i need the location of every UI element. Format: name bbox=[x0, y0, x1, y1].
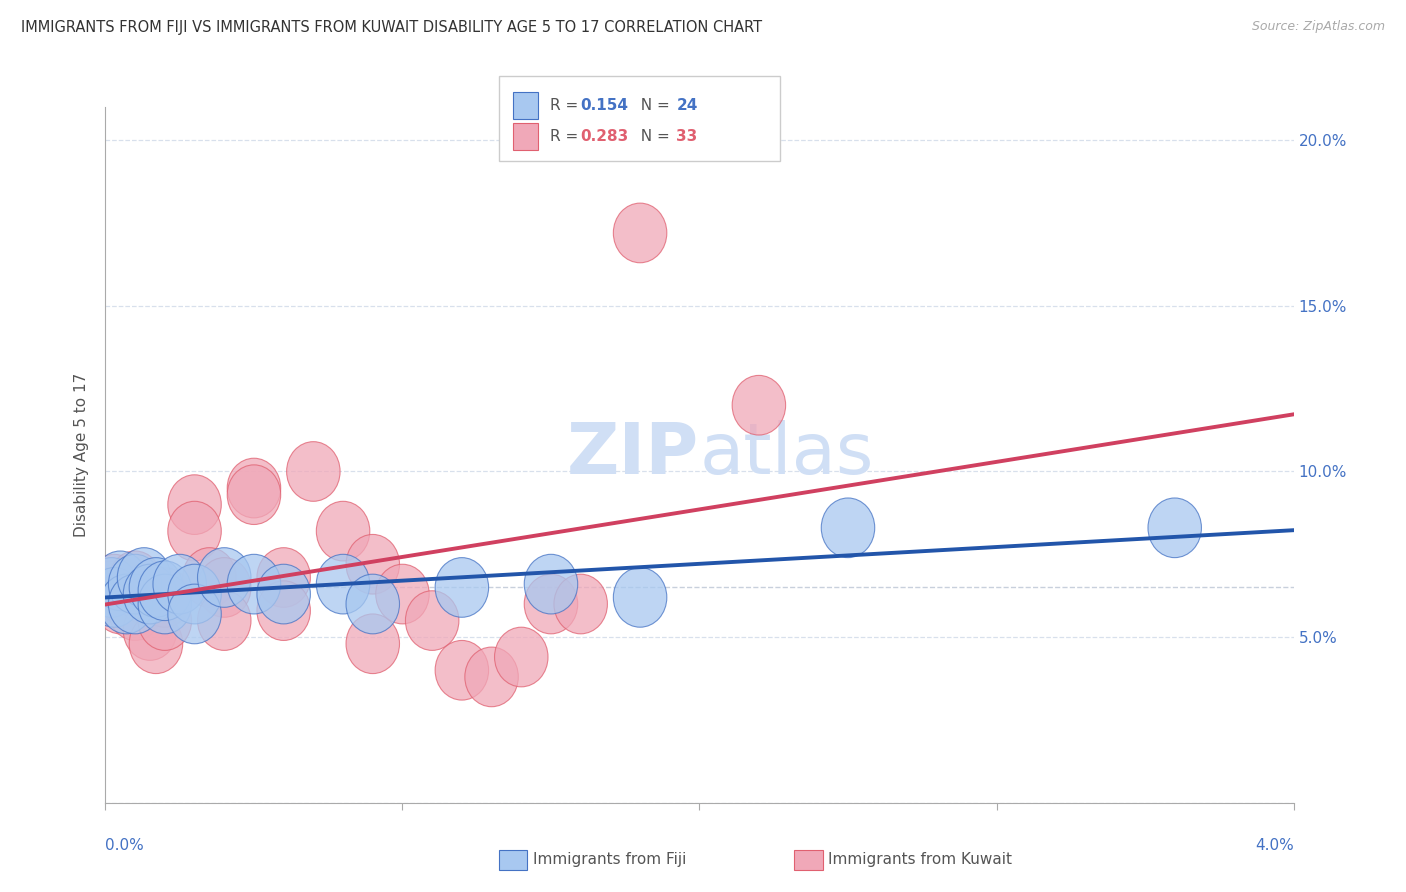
Ellipse shape bbox=[138, 591, 191, 650]
Ellipse shape bbox=[87, 567, 141, 627]
Ellipse shape bbox=[257, 581, 311, 640]
Ellipse shape bbox=[197, 558, 252, 617]
Ellipse shape bbox=[821, 498, 875, 558]
Ellipse shape bbox=[117, 565, 170, 624]
Ellipse shape bbox=[167, 565, 221, 624]
Ellipse shape bbox=[524, 574, 578, 634]
Ellipse shape bbox=[613, 567, 666, 627]
Text: 24: 24 bbox=[676, 98, 697, 112]
Ellipse shape bbox=[84, 561, 138, 621]
Ellipse shape bbox=[316, 554, 370, 614]
Ellipse shape bbox=[138, 567, 191, 627]
Ellipse shape bbox=[495, 627, 548, 687]
Ellipse shape bbox=[405, 591, 458, 650]
Ellipse shape bbox=[108, 574, 162, 634]
Ellipse shape bbox=[84, 558, 138, 617]
Ellipse shape bbox=[434, 558, 489, 617]
Ellipse shape bbox=[167, 501, 221, 561]
Ellipse shape bbox=[129, 558, 183, 617]
Ellipse shape bbox=[257, 548, 311, 607]
Ellipse shape bbox=[138, 561, 191, 621]
Ellipse shape bbox=[316, 501, 370, 561]
Ellipse shape bbox=[108, 551, 162, 611]
Text: R =: R = bbox=[550, 98, 583, 112]
Ellipse shape bbox=[375, 565, 429, 624]
Ellipse shape bbox=[197, 591, 252, 650]
Text: Source: ZipAtlas.com: Source: ZipAtlas.com bbox=[1251, 20, 1385, 33]
Text: 0.283: 0.283 bbox=[581, 129, 628, 144]
Text: N =: N = bbox=[631, 129, 675, 144]
Ellipse shape bbox=[108, 554, 162, 614]
Ellipse shape bbox=[465, 647, 519, 706]
Ellipse shape bbox=[346, 574, 399, 634]
Text: Immigrants from Kuwait: Immigrants from Kuwait bbox=[828, 853, 1012, 867]
Ellipse shape bbox=[94, 574, 148, 634]
Ellipse shape bbox=[434, 640, 489, 700]
Ellipse shape bbox=[124, 565, 177, 624]
Ellipse shape bbox=[183, 548, 236, 607]
Ellipse shape bbox=[100, 567, 153, 627]
Text: Immigrants from Fiji: Immigrants from Fiji bbox=[533, 853, 686, 867]
Ellipse shape bbox=[87, 554, 141, 614]
Ellipse shape bbox=[124, 600, 177, 660]
Ellipse shape bbox=[129, 614, 183, 673]
Ellipse shape bbox=[167, 584, 221, 644]
Ellipse shape bbox=[733, 376, 786, 435]
Text: 0.154: 0.154 bbox=[581, 98, 628, 112]
Text: IMMIGRANTS FROM FIJI VS IMMIGRANTS FROM KUWAIT DISABILITY AGE 5 TO 17 CORRELATIO: IMMIGRANTS FROM FIJI VS IMMIGRANTS FROM … bbox=[21, 20, 762, 35]
Ellipse shape bbox=[524, 554, 578, 614]
Ellipse shape bbox=[153, 554, 207, 614]
Ellipse shape bbox=[228, 465, 281, 524]
Ellipse shape bbox=[287, 442, 340, 501]
Ellipse shape bbox=[100, 574, 153, 634]
Ellipse shape bbox=[167, 475, 221, 534]
Ellipse shape bbox=[94, 551, 148, 611]
Ellipse shape bbox=[117, 548, 170, 607]
Ellipse shape bbox=[1147, 498, 1202, 558]
Text: atlas: atlas bbox=[700, 420, 875, 490]
Text: 0.0%: 0.0% bbox=[105, 838, 145, 853]
Ellipse shape bbox=[346, 614, 399, 673]
Text: 33: 33 bbox=[676, 129, 697, 144]
Y-axis label: Disability Age 5 to 17: Disability Age 5 to 17 bbox=[75, 373, 90, 537]
Ellipse shape bbox=[138, 574, 191, 634]
Ellipse shape bbox=[108, 581, 162, 640]
Text: 4.0%: 4.0% bbox=[1254, 838, 1294, 853]
Text: N =: N = bbox=[631, 98, 675, 112]
Ellipse shape bbox=[197, 548, 252, 607]
Ellipse shape bbox=[613, 203, 666, 263]
Text: ZIP: ZIP bbox=[567, 420, 700, 490]
Ellipse shape bbox=[228, 458, 281, 518]
Ellipse shape bbox=[346, 534, 399, 594]
Ellipse shape bbox=[228, 554, 281, 614]
Ellipse shape bbox=[554, 574, 607, 634]
Text: R =: R = bbox=[550, 129, 583, 144]
Ellipse shape bbox=[257, 565, 311, 624]
